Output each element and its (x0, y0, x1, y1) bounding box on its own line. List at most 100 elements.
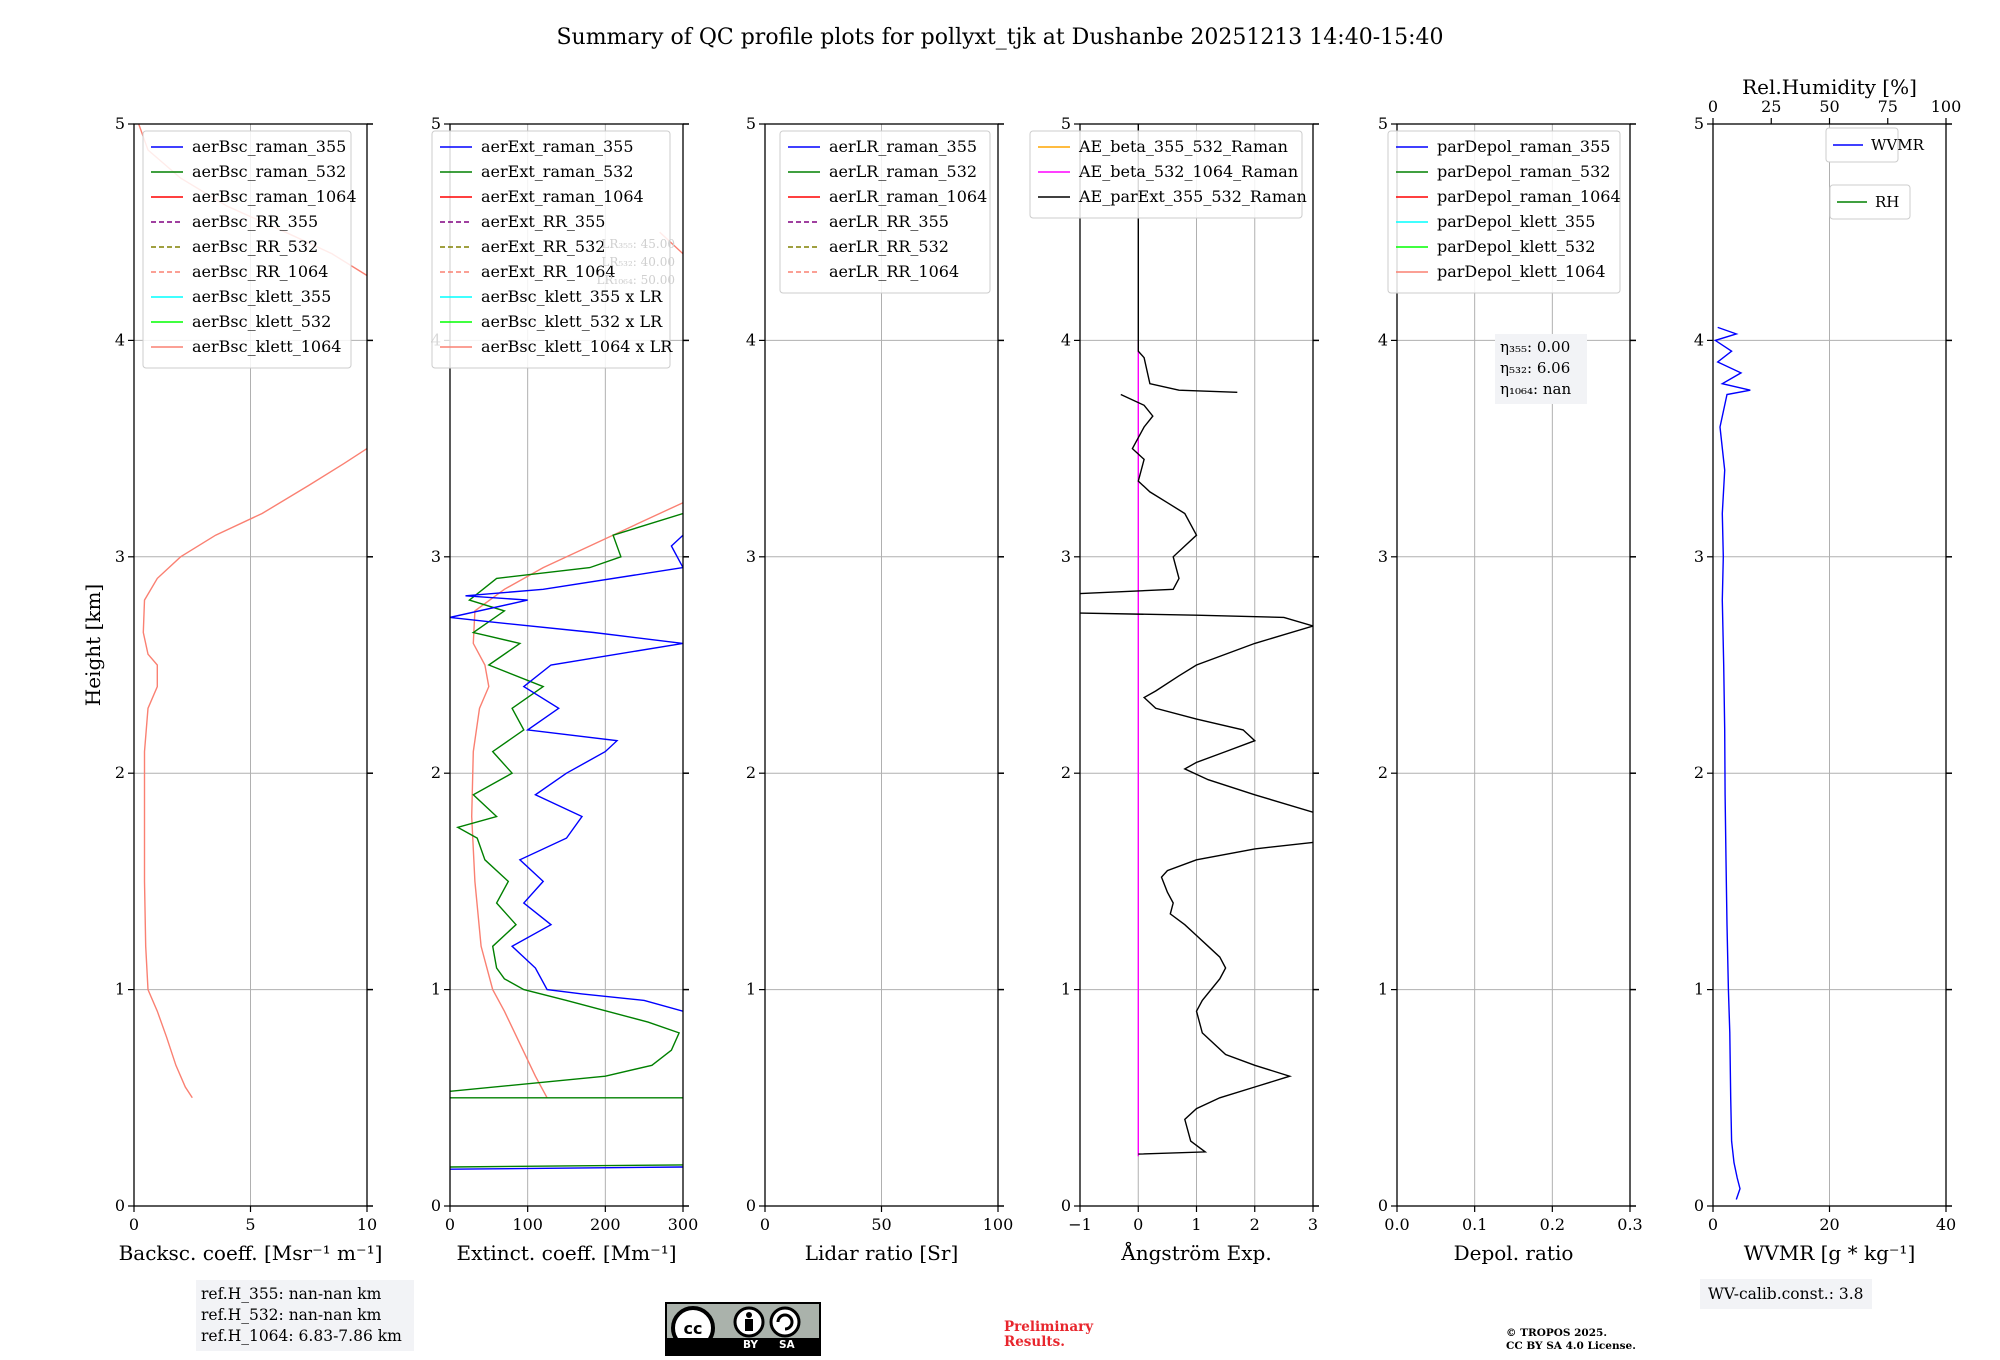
legend-label: aerBsc_RR_532 (192, 237, 318, 256)
x-axis-label: WVMR [g * kg⁻¹] (1744, 1241, 1916, 1265)
legend-box (142, 130, 352, 369)
y-tick-label: 4 (746, 330, 756, 349)
lidar-ratio-label: LR₃₅₅: 45.00 (601, 237, 675, 251)
cc-sa-label: SA (779, 1339, 795, 1351)
y-tick-label: 4 (1694, 330, 1704, 349)
x-axis-label: Extinct. coeff. [Mm⁻¹] (456, 1241, 676, 1265)
y-tick-label: 2 (115, 763, 125, 782)
x-tick-label: 300 (668, 1215, 699, 1234)
x-tick-label: 0 (1133, 1215, 1143, 1234)
top-x-axis-label: Rel.Humidity [%] (1742, 75, 1917, 99)
x-tick-label: 0.2 (1540, 1215, 1565, 1234)
series-ae-parext-355-532-raman-lower- (1080, 612, 1313, 813)
y-tick-label: 0 (1378, 1196, 1388, 1215)
legend-label: aerExt_RR_1064 (481, 262, 616, 281)
copyright-note: © TROPOS 2025. CC BY SA 4.0 License. (1506, 1327, 1636, 1353)
legend-label: aerBsc_raman_1064 (192, 187, 357, 206)
x-tick-label: 0.3 (1617, 1215, 1642, 1234)
plot-frame (1396, 123, 1631, 1207)
figure-title: Summary of QC profile plots for pollyxt_… (556, 25, 1443, 50)
panel-depol: 0.0 0.1 0.2 0.3 0 1 2 3 4 5 Depol. ratio parDepol_r… (1378, 114, 1643, 1265)
eta-label: η₁₀₆₄: nan (1500, 380, 1571, 398)
legend-label: parDepol_raman_355 (1437, 137, 1610, 156)
x-tick-label: 3 (1308, 1215, 1318, 1234)
series-aerext-raman-532-surface2- (450, 1164, 683, 1168)
legend-label: aerExt_RR_355 (481, 212, 605, 231)
legend-label: AE_beta_532_1064_Raman (1078, 162, 1298, 181)
legend-label: parDepol_raman_532 (1437, 162, 1610, 181)
y-tick-label: 2 (746, 763, 756, 782)
x-tick-label: 100 (983, 1215, 1014, 1234)
series-aerext-raman-532 (450, 512, 683, 1092)
copyright-line-1: © TROPOS 2025. (1506, 1327, 1608, 1339)
legend-label: aerBsc_klett_1064 (192, 337, 341, 356)
legend-label: parDepol_klett_355 (1437, 212, 1595, 231)
legend-label: aerBsc_klett_355 (192, 287, 331, 306)
legend-box (1387, 130, 1621, 294)
y-tick-label: 5 (115, 114, 125, 133)
legend-label: WVMR (1871, 136, 1925, 154)
y-tick-label: 1 (115, 980, 125, 999)
preliminary-line-2: Results. (1004, 1334, 1065, 1350)
x-tick-label: 0 (760, 1215, 770, 1234)
y-tick-label: 0 (431, 1196, 441, 1215)
top-x-tick-label: 50 (1819, 97, 1839, 116)
y-tick-label: 1 (746, 980, 756, 999)
top-x-tick-label: 0 (1708, 97, 1718, 116)
x-tick-label: 2 (1250, 1215, 1260, 1234)
legend-label: aerBsc_raman_532 (192, 162, 346, 181)
legend-label: aerBsc_RR_1064 (192, 262, 328, 281)
y-tick-label: 1 (1378, 980, 1388, 999)
y-tick-label: 3 (746, 547, 756, 566)
y-tick-label: 1 (1061, 980, 1071, 999)
y-tick-label: 3 (1694, 547, 1704, 566)
y-tick-label: 1 (1694, 980, 1704, 999)
legend-label: AE_beta_355_532_Raman (1078, 137, 1288, 156)
legend-label: aerExt_raman_355 (481, 137, 634, 156)
legend-label: aerBsc_RR_355 (192, 212, 318, 231)
y-tick-label: 1 (431, 980, 441, 999)
y-tick-label: 4 (1378, 330, 1388, 349)
refh-1064: ref.H_1064: 6.83-7.86 km (201, 1327, 402, 1345)
x-tick-label: 0 (445, 1215, 455, 1234)
legend-label: aerLR_raman_1064 (829, 187, 987, 206)
legend-label: parDepol_klett_1064 (1437, 262, 1606, 281)
y-tick-label: 3 (115, 547, 125, 566)
legend-box (1829, 184, 1911, 220)
series-group (1713, 326, 1751, 1200)
refh-355: ref.H_355: nan-nan km (201, 1285, 382, 1303)
cc-license-bar: BY SA (667, 1338, 819, 1354)
x-tick-label: 1 (1191, 1215, 1201, 1234)
y-tick-label: 0 (1694, 1196, 1704, 1215)
x-axis-label: Depol. ratio (1454, 1241, 1574, 1265)
y-tick-label: 2 (431, 763, 441, 782)
reference-height-note: ref.H_355: nan-nan km ref.H_532: nan-nan… (196, 1280, 414, 1351)
panel-wvmr: 0 20 40 0 1 2 3 4 5 WVMR [g * kg⁻¹] 0 25 50 75 100 Rel.… (1694, 75, 1961, 1265)
legend-label: aerLR_raman_355 (829, 137, 977, 156)
legend-label: aerExt_raman_1064 (481, 187, 644, 206)
y-tick-label: 2 (1694, 763, 1704, 782)
eta-label: η₃₅₅: 0.00 (1500, 338, 1570, 356)
panel-backscatter: 0 5 10 0 1 2 3 4 5 Backsc. coeff. [Msr⁻¹ m⁻¹] aerB… (115, 114, 383, 1265)
legend-label: aerExt_raman_532 (481, 162, 634, 181)
legend-label: aerLR_raman_532 (829, 162, 977, 181)
series-aerbsc-klett-1064 (142, 448, 367, 1099)
legend-label: parDepol_klett_532 (1437, 237, 1595, 256)
svg-text:cc: cc (684, 1319, 703, 1338)
preliminary-line-1: Preliminary (1004, 1319, 1094, 1335)
x-axis-label: Backsc. coeff. [Msr⁻¹ m⁻¹] (119, 1241, 383, 1265)
cc-license-badge: cc BY SA (665, 1302, 821, 1356)
legend-label: aerLR_RR_355 (829, 212, 949, 231)
y-tick-label: 0 (746, 1196, 756, 1215)
x-tick-label: 40 (1936, 1215, 1956, 1234)
legend-label: aerBsc_raman_355 (192, 137, 346, 156)
eta-label: η₅₃₂: 6.06 (1500, 359, 1570, 377)
x-tick-label: 0 (129, 1215, 139, 1234)
legend-box (1029, 130, 1303, 219)
y-tick-label: 4 (1061, 330, 1071, 349)
y-tick-label: 5 (431, 114, 441, 133)
y-tick-label: 0 (1061, 1196, 1071, 1215)
y-tick-label: 3 (431, 547, 441, 566)
legend-label: aerBsc_klett_532 x LR (481, 312, 663, 331)
